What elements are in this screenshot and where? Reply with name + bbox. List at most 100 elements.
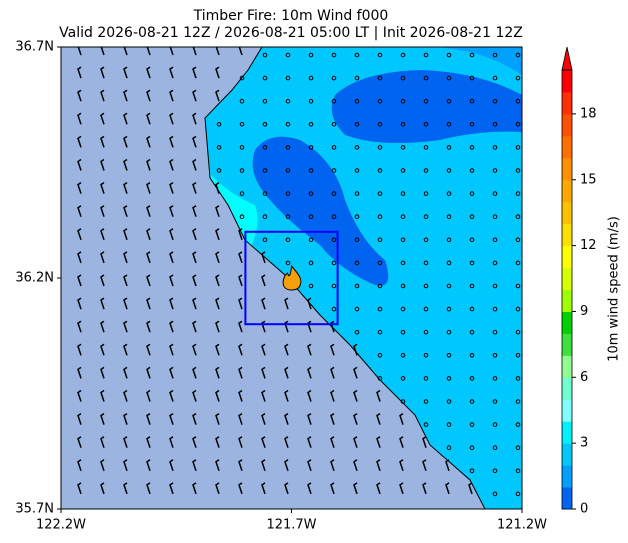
- ocean-contour: [252, 136, 389, 286]
- calm-marker: [377, 376, 383, 381]
- calm-marker: [331, 98, 337, 104]
- calm-marker: [492, 329, 498, 335]
- wind-barb: [169, 112, 174, 125]
- wind-barb: [307, 297, 312, 310]
- calm-marker: [515, 52, 521, 58]
- calm-marker: [400, 191, 406, 196]
- x-tick-label: 121.2W: [497, 518, 547, 533]
- calm-marker: [400, 122, 406, 127]
- calm-marker: [469, 191, 475, 196]
- wind-barb: [146, 412, 151, 425]
- wind-barb: [284, 297, 289, 310]
- wind-barb: [261, 389, 266, 402]
- wind-barb: [169, 205, 174, 217]
- calm-marker: [515, 260, 521, 266]
- wind-barb: [77, 228, 82, 241]
- calm-marker: [515, 491, 521, 497]
- colorbar-band: [562, 443, 572, 466]
- calm-marker: [469, 237, 475, 243]
- y-tick-label: 35.7N: [15, 502, 54, 517]
- wind-barb: [353, 366, 358, 379]
- calm-marker: [423, 52, 429, 58]
- calm-marker: [400, 52, 406, 58]
- calm-marker: [285, 122, 291, 127]
- colorbar-tick-label: 3: [580, 436, 588, 451]
- wind-barb: [169, 66, 174, 79]
- wind-barb: [468, 482, 473, 495]
- wind-barb: [215, 366, 220, 379]
- wind-barb: [261, 343, 266, 356]
- calm-marker: [423, 75, 429, 81]
- calm-marker: [469, 353, 475, 358]
- calm-marker: [354, 191, 360, 196]
- calm-marker: [377, 306, 383, 312]
- calm-marker: [446, 145, 452, 150]
- calm-marker: [216, 168, 222, 173]
- wind-barb: [215, 66, 220, 79]
- calm-marker: [331, 122, 337, 127]
- calm-marker: [446, 75, 452, 81]
- calm-marker: [469, 75, 475, 81]
- calm-marker: [446, 260, 452, 266]
- wind-barb: [100, 459, 105, 472]
- calm-marker: [446, 329, 452, 335]
- wind-barb: [215, 320, 220, 333]
- colorbar-tick-label: 9: [580, 304, 588, 319]
- subtitle: Valid 2026-08-21 12Z / 2026-08-21 05:00 …: [59, 25, 523, 41]
- colorbar-band: [562, 179, 572, 203]
- wind-barb: [146, 297, 151, 310]
- calm-marker: [446, 399, 452, 404]
- wind-barb: [169, 482, 174, 495]
- calm-marker: [446, 353, 452, 358]
- calm-marker: [354, 214, 360, 219]
- wind-barb: [100, 389, 105, 402]
- calm-marker: [469, 376, 475, 381]
- calm-marker: [354, 168, 360, 173]
- wind-barb: [376, 459, 381, 472]
- wind-barb: [123, 66, 128, 79]
- calm-marker: [262, 52, 268, 58]
- wind-barb: [146, 389, 151, 402]
- colorbar-band: [562, 355, 572, 378]
- wind-barb: [215, 274, 220, 287]
- wind-barb: [192, 158, 197, 171]
- wind-barb: [307, 459, 312, 472]
- calm-marker: [400, 260, 406, 266]
- wind-barb: [192, 251, 197, 264]
- wind-barb: [77, 181, 82, 194]
- colorbar-band: [562, 70, 572, 93]
- wind-barb: [77, 320, 82, 333]
- wind-barb: [215, 205, 220, 217]
- wind-barb: [192, 366, 197, 379]
- calm-marker: [492, 376, 498, 381]
- wind-barb: [77, 297, 82, 310]
- calm-marker: [446, 52, 452, 58]
- calm-marker: [285, 168, 291, 173]
- colorbar-band: [562, 289, 572, 312]
- calm-marker: [423, 260, 429, 266]
- calm-marker: [308, 98, 314, 104]
- wind-barb: [261, 366, 266, 379]
- wind-barb: [77, 47, 82, 56]
- wind-barb: [169, 436, 174, 448]
- calm-marker: [515, 237, 521, 243]
- calm-marker: [308, 191, 314, 196]
- wind-barb: [123, 47, 128, 56]
- calm-marker: [515, 306, 521, 312]
- wind-barb: [376, 389, 381, 402]
- wind-barb: [100, 181, 105, 194]
- calm-marker: [262, 145, 268, 150]
- calm-marker: [515, 75, 521, 81]
- wind-barb: [192, 89, 197, 102]
- wind-barb: [192, 482, 197, 495]
- calm-marker: [515, 422, 521, 427]
- wind-barb: [284, 482, 289, 495]
- wind-barb: [146, 66, 151, 79]
- wind-barb: [123, 459, 128, 472]
- calm-marker: [446, 237, 452, 243]
- calm-marker: [446, 422, 452, 427]
- calm-marker: [331, 145, 337, 150]
- wind-barb: [422, 459, 427, 472]
- x-tick-label: 122.2W: [36, 518, 86, 533]
- calm-marker: [492, 75, 498, 81]
